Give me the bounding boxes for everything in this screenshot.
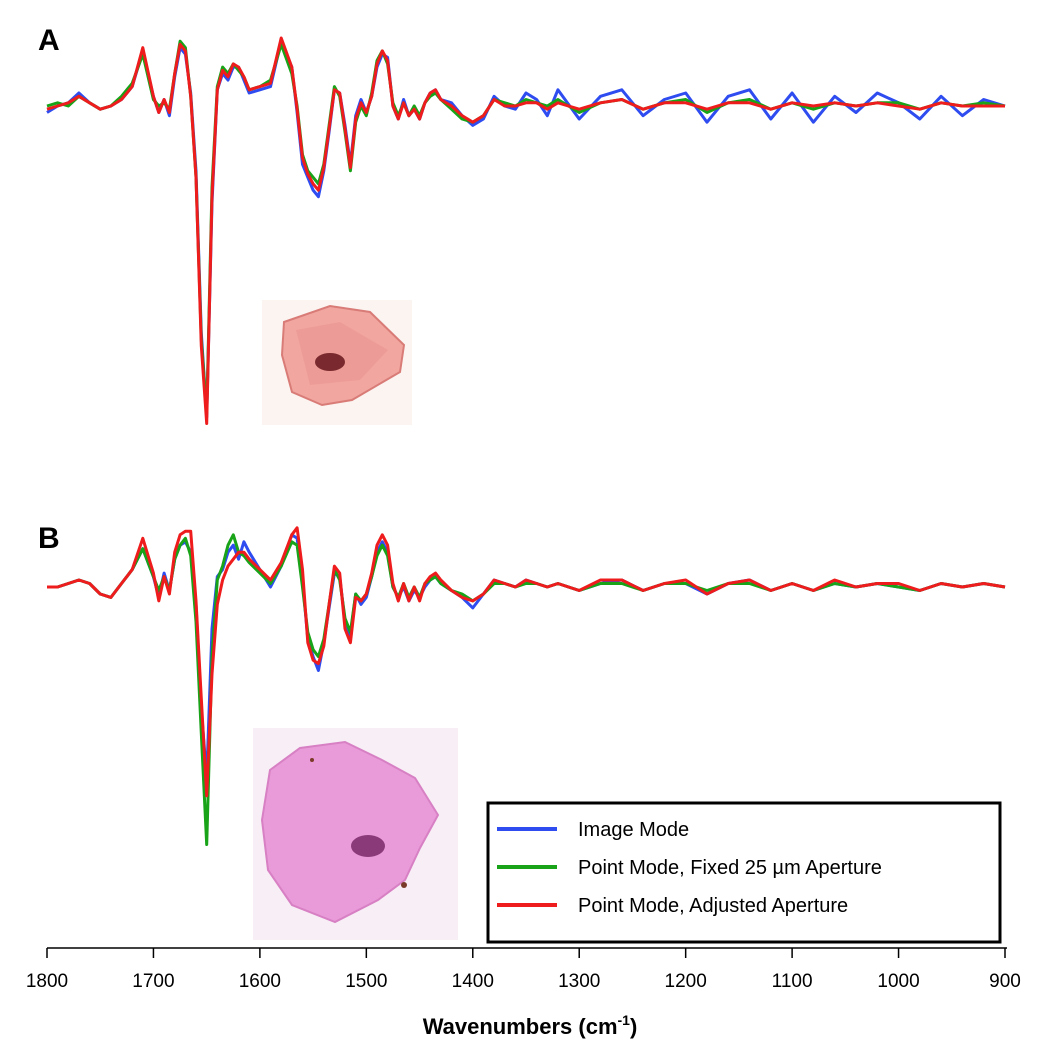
series-line-a-2 <box>46 39 1006 416</box>
x-tick-label: 1500 <box>345 971 387 992</box>
cell-micrograph-a <box>262 300 412 425</box>
x-tick-label: 1100 <box>772 971 813 992</box>
x-tick-label: 1200 <box>665 971 707 992</box>
panel-b: B <box>38 522 1006 940</box>
x-tick-label: 1800 <box>26 971 68 992</box>
panel-label-b: B <box>38 522 60 555</box>
x-axis-title-main: Wavenumbers (cm <box>423 1014 618 1039</box>
x-tick-label: 1700 <box>132 971 174 992</box>
x-tick-label: 1400 <box>452 971 494 992</box>
x-axis-title-sup: -1 <box>618 1012 631 1028</box>
x-axis-title-close: ) <box>630 1014 637 1039</box>
series-line-b-3 <box>47 526 1006 798</box>
legend-label-2: Point Mode, Fixed 25 µm Aperture <box>578 857 882 879</box>
x-tick-label: 1300 <box>558 971 600 992</box>
x-axis: 1800 1700 1600 1500 1400 1300 1200 1100 1000 900 … <box>26 947 1021 1039</box>
x-tick-label: 900 <box>989 971 1021 992</box>
legend-box <box>486 801 1002 944</box>
panel-label-a: A <box>38 24 60 57</box>
legend-label-1: Image Mode <box>578 819 689 841</box>
plot-b <box>47 526 1006 846</box>
legend: Image Mode Point Mode, Fixed 25 µm Apertu… <box>486 801 1002 944</box>
panel-a: A <box>38 24 1006 425</box>
x-axis-ticks: 1800 1700 1600 1500 1400 1300 1200 1100 1000 900 <box>26 948 1021 992</box>
legend-label-3: Point Mode, Adjusted Aperture <box>578 895 848 917</box>
x-axis-title: Wavenumbers (cm-1) <box>423 1012 638 1039</box>
plot-a <box>46 36 1006 425</box>
cell-micrograph-b <box>253 728 458 940</box>
legend-entries: Image Mode Point Mode, Fixed 25 µm Apertu… <box>497 819 882 917</box>
x-tick-label: 1000 <box>877 971 919 992</box>
x-tick-label: 1600 <box>239 971 281 992</box>
series-line-a-3 <box>46 36 1005 425</box>
